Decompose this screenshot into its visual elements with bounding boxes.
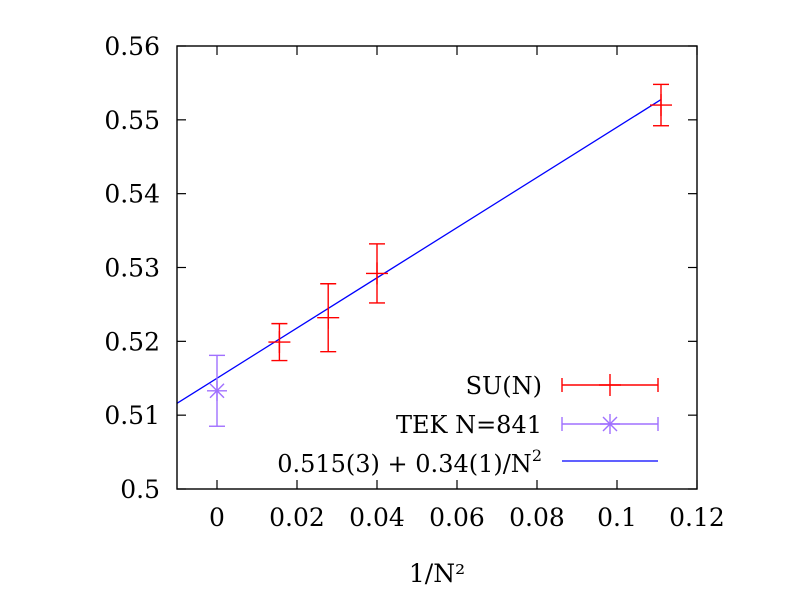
x-tick-label: 0.06 — [429, 503, 485, 532]
x-axis-title: 1/N² — [409, 559, 465, 588]
y-tick-label: 0.55 — [104, 106, 160, 135]
x-tick-label: 0.1 — [597, 503, 637, 532]
x-tick-label: 0.04 — [349, 503, 405, 532]
axis-ticks: 0 0.02 0.04 0.06 0.08 0.1 0.12 0.5 0.51 0.52 0.53 0… — [104, 32, 725, 532]
fit-line — [176, 99, 662, 404]
x-tick-label: 0 — [209, 503, 225, 532]
plot-data-layer — [176, 83, 672, 427]
legend-label-fit-sup: 2 — [532, 446, 542, 465]
y-tick-label: 0.52 — [104, 327, 160, 356]
x-axis-title-numer: 1/N² — [409, 559, 465, 588]
y-tick-label: 0.5 — [120, 475, 160, 504]
legend: SU(N) TEK N=841 0.515(3) + 0.34(1)/N2 — [277, 372, 659, 478]
legend-label-fit: 0.515(3) + 0.34(1)/N2 — [277, 446, 542, 478]
tek-point-marker-d2 — [209, 383, 225, 399]
legend-label-su-n: SU(N) — [466, 372, 542, 400]
legend-label-fit-main: 0.515(3) + 0.34(1)/N — [277, 450, 532, 478]
y-tick-label: 0.56 — [104, 32, 160, 61]
x-tick-label: 0.02 — [269, 503, 325, 532]
y-tick-label: 0.51 — [104, 401, 160, 430]
legend-sample-tek-marker-d2 — [602, 416, 618, 432]
legend-label-tek: TEK N=841 — [396, 411, 542, 439]
x-tick-label: 0.08 — [509, 503, 565, 532]
y-tick-label: 0.54 — [104, 180, 160, 209]
y-tick-label: 0.53 — [104, 254, 160, 283]
x-tick-label: 0.12 — [669, 503, 725, 532]
